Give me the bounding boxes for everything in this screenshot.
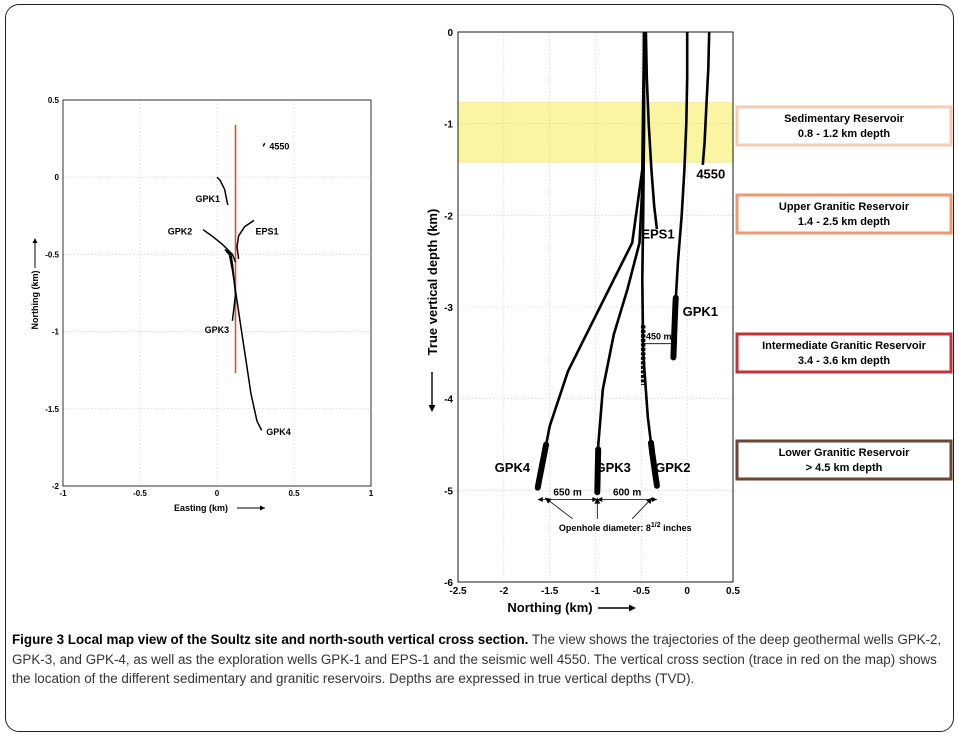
map-well-GPK2 xyxy=(202,229,237,263)
map-well-EPS1 xyxy=(236,219,255,260)
spacing-650-label: 650 m xyxy=(553,488,581,499)
map-ylabel-arrowhead xyxy=(32,238,38,243)
sec-x-tick-3: -1 xyxy=(591,586,600,597)
map-x-tick-3: 0.5 xyxy=(288,489,300,498)
sec-openhole-GPK2 xyxy=(648,439,660,489)
map-label-4550: 4550 xyxy=(269,141,289,151)
sec-ylabel: True vertical depth (km) xyxy=(425,209,440,356)
sec-x-tick-2: -1.5 xyxy=(541,586,559,597)
spacing-600-label: 600 m xyxy=(613,488,641,499)
reservoir-name-0: Sedimentary Reservoir xyxy=(784,113,905,125)
reservoir-box-1 xyxy=(735,193,953,235)
map-well-GPK4 xyxy=(225,250,263,431)
sec-y-tick-0: 0 xyxy=(447,28,453,39)
map-x-tick-4: 1 xyxy=(369,489,374,498)
map-xlabel: Easting (km) xyxy=(174,503,228,513)
map-x-tick-0: -1 xyxy=(59,489,67,498)
cross-section-plot: -2.5 -2 -1.5 -1 -0.5 0 0.5 0 -1 -2 -3 -4 -5 -6 4550 EPS… xyxy=(425,28,953,615)
reservoir-range-0: 0.8 - 1.2 km depth xyxy=(798,128,891,140)
caption-body: The view shows the trajectories of the d… xyxy=(12,632,942,686)
sec-x-tick-6: 0.5 xyxy=(726,586,740,597)
map-well-4550 xyxy=(262,142,266,147)
openhole-arrowhead-2 xyxy=(646,497,653,505)
sec-x-tick-0: -2.5 xyxy=(449,586,467,597)
sec-y-tick-2: -2 xyxy=(444,211,453,222)
reservoir-range-3: > 4.5 km depth xyxy=(806,462,883,474)
openhole-arrowhead-0 xyxy=(545,497,552,504)
sec-xlabel: Northing (km) xyxy=(507,600,592,615)
figure-caption: Figure 3 Local map view of the Soultz si… xyxy=(12,630,942,689)
figure-plots: -1 -0.5 0 0.5 1 0.5 0 -0.5 -1 -1.5 -2 GPK1 GPK2 EPS1 G… xyxy=(30,28,953,615)
reservoir-range-1: 1.4 - 2.5 km depth xyxy=(798,216,891,228)
sec-well-EPS1 xyxy=(644,31,659,230)
map-y-tick-5: -2 xyxy=(52,482,60,491)
sec-label-4550: 4550 xyxy=(696,167,725,182)
map-label-GPK3: GPK3 xyxy=(205,325,230,335)
reservoir-box-3 xyxy=(735,439,953,481)
map-label-EPS1: EPS1 xyxy=(256,226,279,236)
map-x-tick-1: -0.5 xyxy=(133,489,147,498)
sec-label-EPS1: EPS1 xyxy=(641,226,674,241)
sec-label-GPK1: GPK1 xyxy=(683,304,718,319)
sec-y-tick-4: -4 xyxy=(444,395,453,406)
map-y-tick-2: -0.5 xyxy=(45,250,59,259)
map-view-plot: -1 -0.5 0 0.5 1 0.5 0 -0.5 -1 -1.5 -2 GPK1 GPK2 EPS1 G… xyxy=(30,96,374,513)
reservoir-name-1: Upper Granitic Reservoir xyxy=(779,201,910,213)
sec-x-tick-4: -0.5 xyxy=(633,586,651,597)
sec-well-GPK4 xyxy=(536,31,646,488)
map-axes-frame xyxy=(62,99,372,487)
sec-y-tick-5: -5 xyxy=(444,486,453,497)
sec-openhole-GPK1 xyxy=(670,294,679,361)
sec-well-4550 xyxy=(701,31,711,166)
sec-x-tick-1: -2 xyxy=(499,586,508,597)
sec-xlabel-arrowhead xyxy=(629,604,636,612)
sec-x-tick-5: 0 xyxy=(684,586,690,597)
map-ylabel: Northing (km) xyxy=(30,271,40,330)
sec-label-GPK4: GPK4 xyxy=(495,460,531,475)
map-x-tick-2: 0 xyxy=(215,489,220,498)
map-label-GPK1: GPK1 xyxy=(195,194,220,204)
map-label-GPK2: GPK2 xyxy=(168,226,193,236)
reservoir-range-2: 3.4 - 3.6 km depth xyxy=(798,355,891,367)
sec-openhole-GPK3 xyxy=(594,446,602,496)
map-y-tick-1: 0 xyxy=(55,173,60,182)
map-y-tick-3: -1 xyxy=(52,328,60,337)
openhole-label-tail: inches xyxy=(661,523,692,533)
map-well-GPK1 xyxy=(216,176,229,206)
sec-openhole-GPK4 xyxy=(534,441,550,491)
map-xlabel-arrowhead xyxy=(260,505,265,511)
spacing-450-label: 450 m xyxy=(646,332,672,342)
reservoir-box-0 xyxy=(735,105,953,147)
sec-y-tick-6: -6 xyxy=(444,578,453,589)
sec-axes-frame xyxy=(457,31,734,583)
map-label-GPK4: GPK4 xyxy=(266,427,291,437)
openhole-label-main: Openhole diameter: 8 xyxy=(559,523,651,533)
openhole-label-sup: 1/2 xyxy=(651,522,661,529)
sec-label-GPK2: GPK2 xyxy=(655,460,690,475)
openhole-arrowhead-1 xyxy=(594,497,601,504)
reservoir-name-2: Intermediate Granitic Reservoir xyxy=(762,340,927,352)
reservoir-box-2 xyxy=(735,332,953,374)
sec-y-tick-3: -3 xyxy=(444,303,453,314)
map-y-tick-0: 0.5 xyxy=(48,96,60,105)
caption-title: Figure 3 Local map view of the Soultz si… xyxy=(12,632,529,647)
sec-y-tick-1: -1 xyxy=(444,120,453,131)
sec-label-GPK3: GPK3 xyxy=(596,460,631,475)
sec-well-GPK3 xyxy=(596,31,646,493)
sec-ylabel-arrowhead xyxy=(428,405,436,412)
reservoir-name-3: Lower Granitic Reservoir xyxy=(779,447,911,459)
openhole-label: Openhole diameter: 81/2 inches xyxy=(559,522,692,533)
map-y-tick-4: -1.5 xyxy=(45,405,59,414)
sedimentary-band xyxy=(457,102,734,163)
